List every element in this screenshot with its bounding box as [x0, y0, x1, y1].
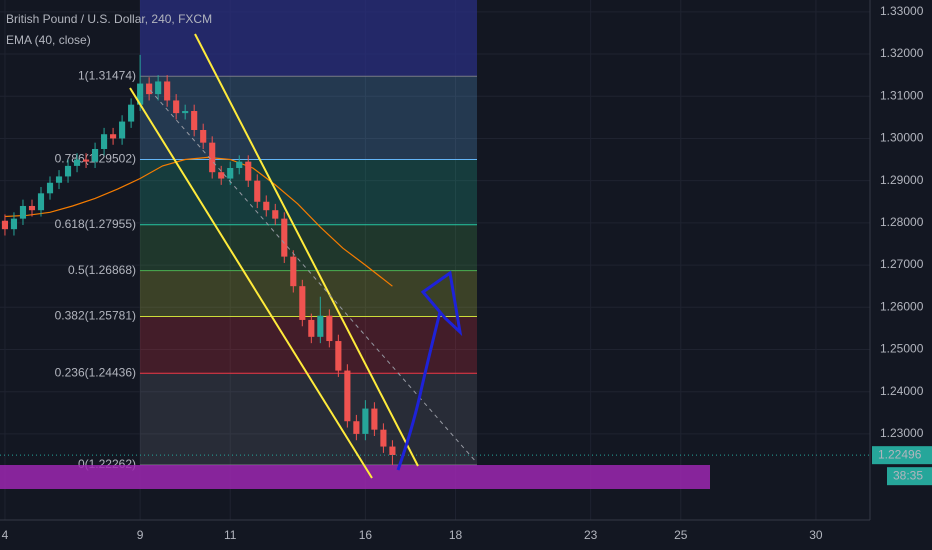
- candle-body: [146, 83, 153, 95]
- candle-body: [101, 134, 108, 149]
- fib-label: 0.382(1.25781): [55, 309, 136, 323]
- y-tick-label: 1.26000: [880, 299, 924, 313]
- candle-body: [371, 408, 378, 430]
- y-tick-label: 1.23000: [880, 426, 924, 440]
- x-tick-label: 16: [359, 528, 373, 542]
- candle-body: [281, 218, 288, 257]
- candle-body: [173, 100, 180, 114]
- channel-line: [129, 87, 373, 479]
- fib-label: 1(1.31474): [78, 68, 136, 82]
- candle-body: [236, 161, 243, 168]
- ema-line: [4, 156, 393, 287]
- drawings: [0, 33, 710, 489]
- candle-body: [218, 172, 225, 179]
- candle-body: [110, 134, 117, 139]
- candle-body: [119, 121, 126, 139]
- candle-body: [46, 182, 54, 194]
- y-tick-label: 1.29000: [880, 173, 924, 187]
- candle-body: [326, 315, 333, 342]
- candle-body: [73, 159, 81, 166]
- y-tick-label: 1.30000: [880, 131, 924, 145]
- candle-body: [344, 370, 351, 422]
- candle-body: [37, 193, 45, 211]
- time-axis: [0, 520, 870, 550]
- countdown-label: 38:35: [893, 468, 923, 482]
- candle-body: [55, 176, 63, 183]
- fib-band: [140, 76, 477, 160]
- candle-body: [209, 142, 216, 173]
- fib-band: [140, 159, 477, 225]
- y-tick-label: 1.28000: [880, 215, 924, 229]
- candle-body: [82, 159, 90, 162]
- x-tick-label: 25: [674, 528, 688, 542]
- y-tick-label: 1.27000: [880, 257, 924, 271]
- candle-body: [28, 205, 36, 211]
- candle-body: [164, 81, 171, 101]
- y-tick-label: 1.31000: [880, 88, 924, 102]
- candles: [0, 54, 870, 466]
- candle-body: [200, 130, 207, 143]
- candle-body: [64, 165, 72, 177]
- fib-label: 0.5(1.26868): [68, 263, 136, 277]
- candle-body: [19, 205, 27, 219]
- countdown-tag: [887, 467, 932, 486]
- candle-body: [191, 111, 198, 130]
- fib-band: [140, 373, 477, 466]
- candle-body: [353, 421, 360, 434]
- y-tick-label: 1.25000: [880, 342, 924, 356]
- y-tick-label: 1.32000: [880, 46, 924, 60]
- channel-line: [194, 33, 419, 467]
- indicator-legend: EMA (40, close): [6, 33, 91, 47]
- dashed-line: [149, 89, 478, 464]
- candle-body: [299, 286, 306, 320]
- candle-body: [272, 210, 279, 219]
- candle-body: [137, 83, 144, 105]
- x-tick-label: 30: [809, 528, 823, 542]
- candle-body: [227, 167, 234, 179]
- candle-body: [317, 315, 324, 337]
- candle-body: [1, 220, 9, 230]
- x-tick-label: 18: [449, 528, 463, 542]
- price-tag-label: 1.22496: [878, 447, 922, 461]
- candle-body: [128, 104, 135, 122]
- candle-body: [380, 429, 387, 447]
- fib-label: 0.618(1.27955): [55, 217, 136, 231]
- candle-body: [254, 180, 261, 202]
- x-tick-label: 9: [137, 528, 144, 542]
- candle-body: [155, 81, 162, 95]
- candle-body: [92, 148, 99, 162]
- candle-body: [308, 319, 315, 337]
- candle-body: [335, 341, 342, 371]
- fibonacci: 1(1.31474)0.786(1.29502)0.618(1.27955)0.…: [55, 0, 477, 471]
- price-tag: [872, 446, 932, 465]
- x-tick-label: 11: [224, 528, 237, 542]
- candle-body: [182, 111, 189, 114]
- fib-label: 0.236(1.24436): [55, 365, 136, 379]
- y-tick-label: 1.33000: [880, 4, 924, 18]
- candle-body: [362, 408, 369, 434]
- chart-title: British Pound / U.S. Dollar, 240, FXCM: [6, 12, 212, 26]
- candle-body: [245, 161, 252, 181]
- fib-band: [140, 224, 477, 271]
- y-tick-label: 1.24000: [880, 384, 924, 398]
- zone: [0, 465, 710, 489]
- arrow: [396, 270, 463, 471]
- candle-body: [290, 256, 297, 287]
- fib-band: [140, 270, 477, 317]
- candle-body: [263, 201, 270, 211]
- candle-body: [10, 218, 18, 230]
- x-tick-label: 4: [2, 528, 9, 542]
- candle-body: [389, 446, 396, 455]
- x-tick-label: 23: [584, 528, 598, 542]
